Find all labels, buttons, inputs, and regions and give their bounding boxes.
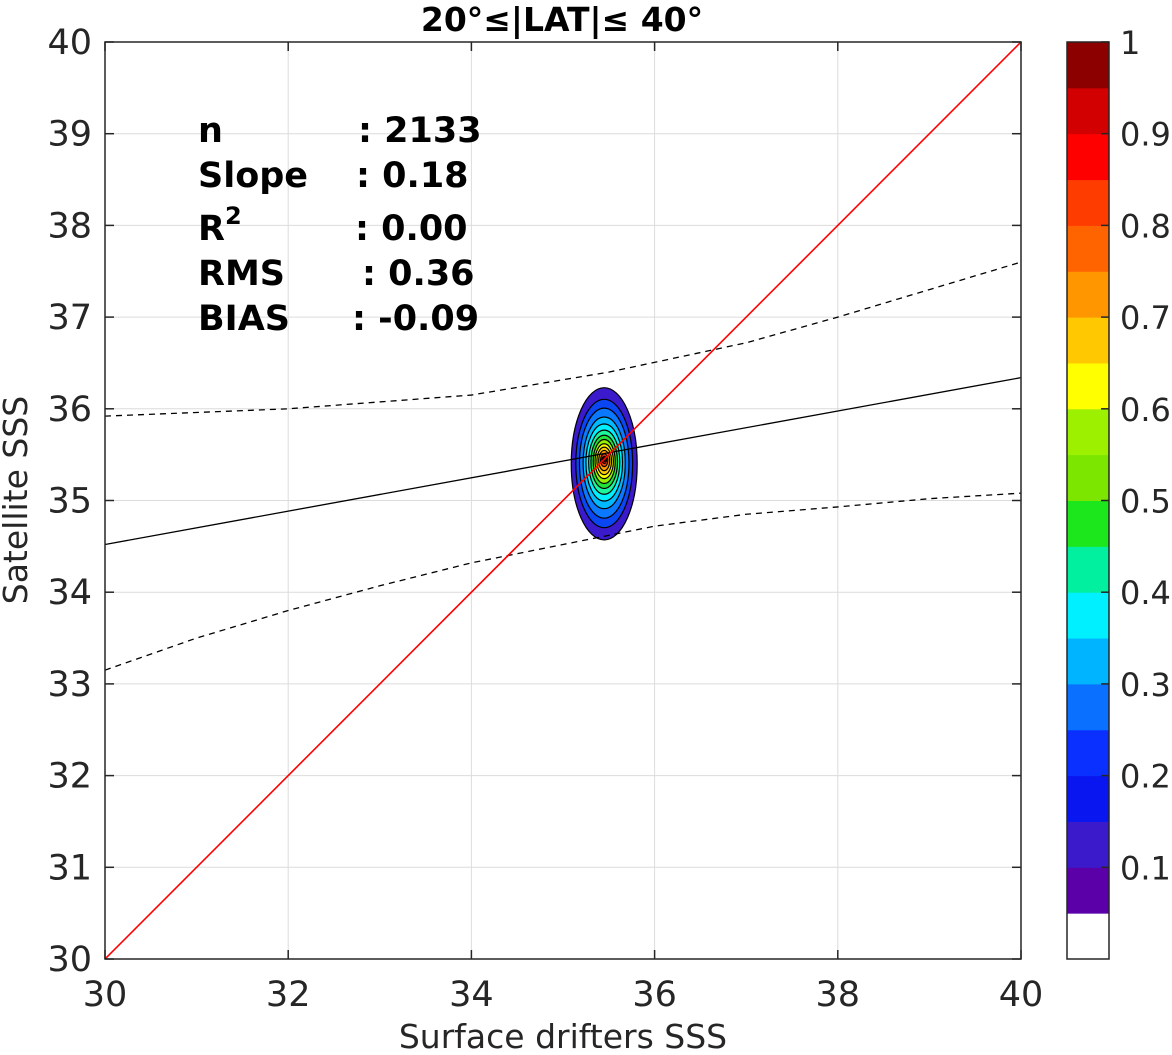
stat-label: n [198,111,223,151]
colorbar-segment [1067,913,1109,960]
colorbar-segment [1067,408,1109,456]
x-axis: 30 32 34 36 38 40 [83,42,1044,1015]
colorbar-segment [1067,638,1109,685]
colorbar-segment [1067,317,1109,364]
stats-annotation: n : 2133 Slope : 0.18 R2 : 0.00 RMS : 0.36 BIAS:… [198,111,482,339]
colorbar-tick-label: 1 [1120,24,1140,62]
stat-value: : 0.18 [356,156,469,196]
x-tick-label: 32 [266,975,311,1015]
colorbar-segment [1067,454,1109,501]
y-axis-label: Satellite SSS [0,396,35,605]
stat-label: Slope [198,156,308,196]
stat-label: RMS [198,254,285,294]
stat-label: BIAS [198,299,290,339]
confidence-lower-line [105,492,1021,671]
colorbar-segment [1067,592,1109,639]
y-tick-label: 37 [47,298,92,338]
colorbar-tick-label: 0.3 [1120,666,1171,704]
stat-label-superscript: 2 [225,202,242,230]
colorbar-segment [1067,362,1109,410]
colorbar-tick-label: 0.4 [1120,574,1171,612]
colorbar-tick-label: 0.7 [1120,299,1171,337]
colorbar-tick-label: 0.9 [1120,116,1171,154]
x-axis-label: Surface drifters SSS [399,1017,727,1055]
colorbar: 0.1 0.2 0.3 0.4 0.5 0.6 0.7 0.8 0.9 1 [1066,24,1171,960]
y-tick-label: 32 [47,757,92,797]
y-tick-label: 38 [47,206,92,246]
x-tick-label: 34 [449,975,494,1015]
colorbar-tick-label: 0.2 [1120,758,1171,796]
colorbar-segment [1067,42,1109,89]
colorbar-segment [1067,271,1109,318]
stat-value: : 2133 [358,111,482,151]
colorbar-segment [1067,683,1109,731]
colorbar-tick-label: 0.6 [1120,391,1171,429]
y-axis: 30 31 32 33 34 35 36 37 38 39 40 [47,23,1021,980]
y-tick-label: 35 [47,482,92,522]
colorbar-segment [1067,500,1109,547]
x-tick-label: 40 [999,975,1044,1015]
y-tick-label: 39 [47,115,92,155]
stat-value: : 0.00 [355,209,468,249]
colorbar-tick-label: 0.8 [1120,207,1171,245]
y-tick-label: 34 [47,573,92,613]
colorbar-segment [1067,133,1109,181]
colorbar-segment [1067,546,1109,593]
y-tick-label: 40 [47,23,92,63]
regression-line [105,376,1021,546]
y-tick-label: 31 [47,848,92,888]
colorbar-segment [1067,775,1109,822]
stat-value: : 0.36 [362,254,475,294]
x-tick-label: 30 [83,975,128,1015]
colorbar-segment [1067,179,1109,226]
colorbar-tick-label: 0.1 [1120,849,1171,887]
stat-label: R2 [198,202,242,249]
colorbar-tick-label: 0.5 [1120,483,1171,521]
x-tick-label: 36 [632,975,677,1015]
y-tick-label: 33 [47,665,92,705]
colorbar-segment [1067,87,1109,135]
y-tick-label: 30 [47,940,92,980]
colorbar-segment [1067,867,1109,914]
chart-title: 20°≤|LAT|≤ 40° [421,0,703,39]
confidence-upper-line [105,261,1021,417]
grid-lines [105,42,1021,959]
stat-value: : -0.09 [352,299,479,339]
identity-line [105,42,1021,959]
colorbar-segment [1067,821,1109,868]
colorbar-segment [1067,729,1109,777]
x-tick-label: 38 [816,975,861,1015]
colorbar-segment [1067,225,1109,272]
y-tick-label: 36 [47,390,92,430]
